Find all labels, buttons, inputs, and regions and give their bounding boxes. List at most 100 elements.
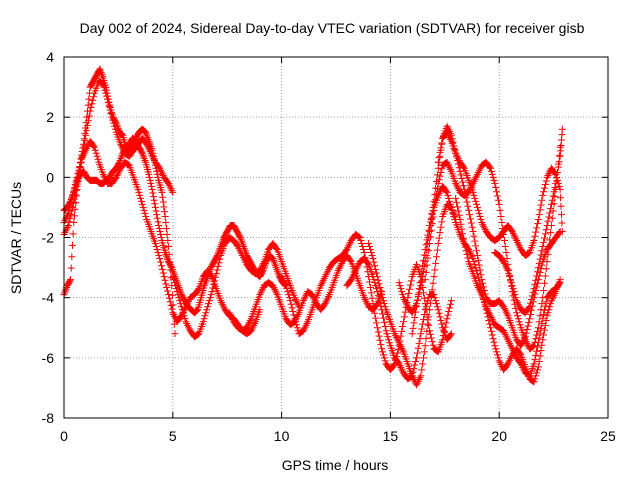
data-point [515,302,523,310]
data-point [375,295,383,303]
data-point [369,255,377,263]
data-point [425,313,433,321]
data-point [346,238,354,246]
data-point [202,309,210,317]
data-point [109,116,117,124]
data-point [398,365,406,373]
data-point [236,246,244,254]
data-point [438,320,446,328]
data-point [366,283,374,291]
data-point [444,160,452,168]
data-point [408,309,416,317]
data-point [97,79,105,87]
data-point [444,124,452,132]
data-point [460,240,468,248]
data-point [289,308,297,316]
data-point [162,218,170,226]
data-point [533,369,541,377]
data-point [376,298,384,306]
data-point [272,287,280,295]
data-point [365,240,373,248]
data-point [139,151,147,159]
data-point [480,222,488,230]
y-tick-label: 2 [46,109,54,125]
data-point [469,227,477,235]
data-point [251,320,259,328]
data-point [272,289,280,297]
data-point [380,354,388,362]
data-point [531,280,539,288]
data-point [487,327,495,335]
data-point [500,303,508,311]
data-point [415,375,423,383]
data-point [555,152,563,160]
x-tick-label: 20 [491,428,507,444]
data-point [157,262,165,270]
data-point [144,144,152,152]
data-point [355,233,363,241]
data-point [531,356,539,364]
data-point [453,151,461,159]
data-point [413,379,421,387]
data-point [436,229,444,237]
data-point [346,256,354,264]
data-point [530,285,538,293]
data-point [211,273,219,281]
data-point [319,278,327,286]
data-point [64,209,72,217]
data-point [434,191,442,199]
data-point [270,256,278,264]
data-point [258,261,266,269]
data-point [475,209,483,217]
data-point [117,142,125,150]
data-point [292,321,300,329]
data-point [83,144,91,152]
data-point [395,339,403,347]
data-point [552,170,560,178]
data-point [478,218,486,226]
y-tick-label: 4 [46,49,54,65]
data-point [151,240,159,248]
data-point [527,311,535,319]
data-point [164,179,172,187]
data-point [100,83,108,91]
data-point [399,367,407,375]
data-point [417,273,425,281]
data-point [542,298,550,306]
data-point [303,320,311,328]
data-point [173,288,181,296]
data-point [137,197,145,205]
data-point [245,318,253,326]
data-point [532,372,540,380]
data-point [529,288,537,296]
data-point [157,234,165,241]
data-point [116,166,124,174]
data-point [433,246,441,254]
data-point [548,214,556,222]
data-point [61,287,69,295]
data-point [366,243,374,251]
data-point [215,259,223,267]
data-point [88,100,96,108]
data-point [538,247,546,255]
data-point [370,304,378,312]
data-point [533,224,541,232]
data-point [473,200,481,208]
data-point [301,293,309,301]
data-point [463,198,471,206]
data-point [90,142,98,150]
data-point [383,330,391,338]
data-point [142,212,150,220]
data-point [444,130,452,138]
data-point [481,226,489,234]
data-point [500,304,508,312]
data-point [531,338,539,346]
data-point [413,303,421,311]
data-point [166,183,174,191]
data-point [532,335,540,343]
data-point [208,288,216,296]
data-point [217,297,225,305]
data-point [426,306,434,314]
data-point [159,269,167,277]
data-point [360,294,368,302]
